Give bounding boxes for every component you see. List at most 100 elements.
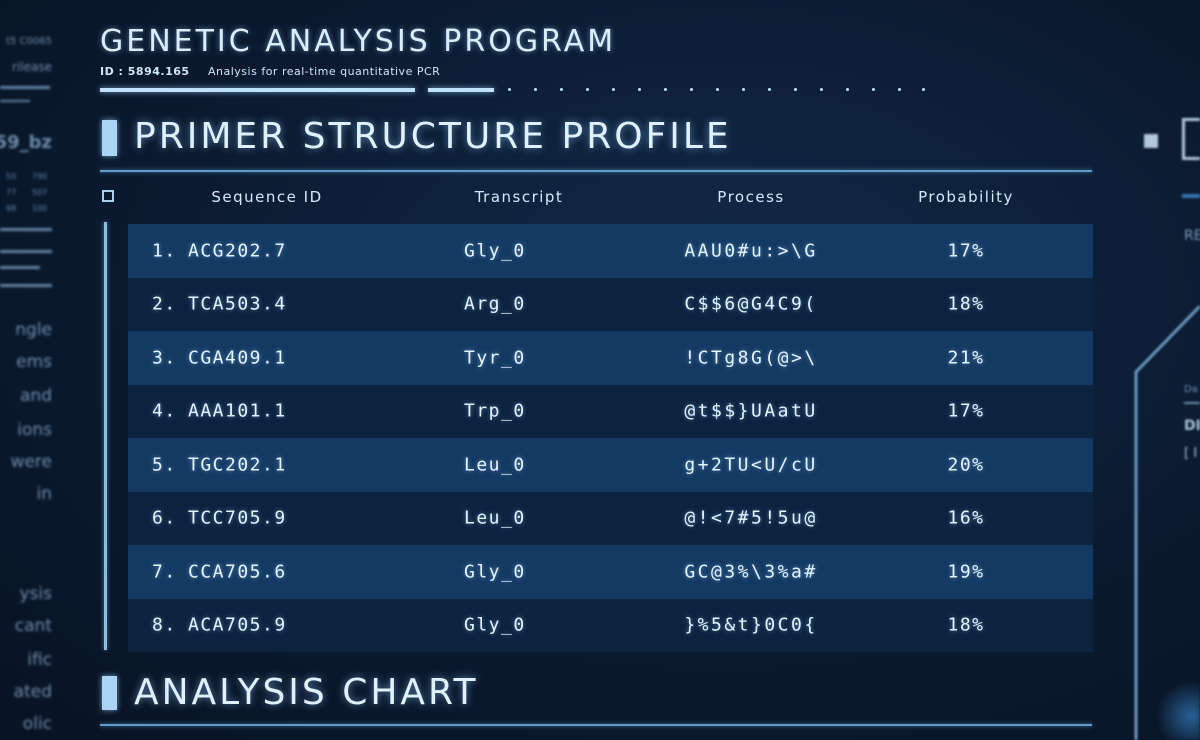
sequence-id-cell: AAA101.1 — [188, 400, 287, 422]
transcript-cell: Gly_0 — [464, 240, 526, 262]
table-row[interactable]: 2. TCA503.4 Arg_0 C$$6@G4C9( 18% — [128, 277, 1093, 331]
transcript-cell: Arg_0 — [464, 293, 526, 315]
app-title: GENETIC ANALYSIS PROGRAM — [100, 24, 617, 59]
sequence-id-cell: TCA503.4 — [188, 293, 287, 315]
left-panel-text: t5 C0065 — [6, 36, 52, 47]
table-row[interactable]: 1. ACG202.7 Gly_0 AAU0#u:>\G 17% — [128, 224, 1093, 278]
process-cell: @t$$}UAatU — [684, 400, 818, 422]
process-cell: GC@3%\3%a# — [684, 561, 818, 583]
column-header-process[interactable]: Process — [717, 188, 785, 206]
section-divider — [100, 170, 1092, 172]
transcript-cell: Tyr_0 — [464, 347, 526, 369]
sequence-id-cell: TGC202.1 — [188, 454, 287, 476]
sequence-id-cell: ACG202.7 — [188, 240, 287, 262]
left-panel-text: were — [10, 452, 52, 472]
table-side-line — [104, 222, 107, 650]
left-panel-text: ions — [17, 420, 52, 440]
left-panel-text: ngle — [15, 320, 52, 340]
column-header-probability[interactable]: Probability — [918, 188, 1014, 206]
right-panel-bar — [1182, 194, 1200, 198]
process-cell: g+2TU<U/cU — [684, 454, 818, 476]
table-row[interactable]: 5. TGC202.1 Leu_0 g+2TU<U/cU 20% — [128, 438, 1093, 492]
left-panel-text: in — [36, 484, 53, 504]
process-cell: }%5&t}0C0{ — [684, 614, 818, 636]
column-header-transcript[interactable]: Transcript — [474, 188, 564, 206]
transcript-cell: Leu_0 — [464, 454, 526, 476]
row-index: 2. — [152, 293, 177, 315]
section-title-analysis-chart: ANALYSIS CHART — [134, 672, 479, 713]
section-marker — [102, 676, 117, 710]
probability-cell: 16% — [947, 507, 985, 529]
row-index: 7. — [152, 561, 177, 583]
column-header-sequence-id[interactable]: Sequence ID — [211, 188, 323, 206]
sequence-id-cell: CGA409.1 — [188, 347, 287, 369]
left-panel-bar — [0, 86, 50, 89]
sequence-id-cell: ACA705.9 — [188, 614, 287, 636]
sequence-id-cell: CCA705.6 — [188, 561, 287, 583]
right-panel-glow — [1156, 680, 1200, 740]
app-subtitle: Analysis for real-time quantitative PCR — [208, 65, 441, 78]
probability-cell: 17% — [947, 400, 985, 422]
probability-cell: 18% — [947, 293, 985, 315]
right-panel-text: Da — [1184, 384, 1198, 395]
transcript-cell: Gly_0 — [464, 614, 526, 636]
process-cell: !CTg8G(@>\ — [684, 347, 818, 369]
row-index: 8. — [152, 614, 177, 636]
left-panel-bar — [0, 284, 52, 287]
sequence-id-cell: TCC705.9 — [188, 507, 287, 529]
section-title-primer: PRIMER STRUCTURE PROFILE — [134, 116, 732, 157]
left-panel-text: ysis — [19, 584, 53, 604]
left-panel-number: 50 — [6, 172, 17, 181]
app-id: ID : 5894.165 — [100, 65, 190, 78]
transcript-cell: Leu_0 — [464, 507, 526, 529]
section-marker — [102, 120, 117, 156]
row-index: 5. — [152, 454, 177, 476]
left-panel-text: ific — [27, 650, 52, 670]
probability-cell: 17% — [947, 240, 985, 262]
table-row[interactable]: 8. ACA705.9 Gly_0 }%5&t}0C0{ 18% — [128, 598, 1093, 652]
section-divider — [100, 724, 1092, 726]
probability-cell: 21% — [947, 347, 985, 369]
right-panel-bracket-icon — [1182, 118, 1200, 160]
row-index: 1. — [152, 240, 177, 262]
right-panel-square-icon — [1144, 134, 1158, 148]
left-panel-bar — [0, 100, 30, 102]
process-cell: C$$6@G4C9( — [684, 293, 818, 315]
row-index: 3. — [152, 347, 177, 369]
left-panel-text: rilease — [12, 60, 52, 74]
right-side-panel: RE Da DI [ I — [1120, 0, 1200, 740]
primer-table: 1. ACG202.7 Gly_0 AAU0#u:>\G 17% 2. TCA5… — [128, 224, 1093, 652]
left-panel-text: olic — [22, 714, 52, 734]
table-row[interactable]: 3. CGA409.1 Tyr_0 !CTg8G(@>\ 21% — [128, 331, 1093, 385]
header-line — [100, 88, 415, 92]
right-panel-text: [ I — [1184, 446, 1198, 461]
right-panel-bar — [1184, 402, 1200, 404]
left-panel-text: ems — [16, 352, 52, 372]
left-side-panel: t5 C0065 rilease 59_bz 50 790 77 507 98 … — [0, 0, 62, 740]
row-index: 4. — [152, 400, 177, 422]
right-panel-text: DI — [1184, 418, 1200, 434]
left-panel-text: and — [20, 386, 52, 406]
process-cell: @!<7#5!5u@ — [684, 507, 818, 529]
row-index: 6. — [152, 507, 177, 529]
left-panel-bar — [0, 266, 40, 269]
header-line — [428, 88, 494, 92]
transcript-cell: Gly_0 — [464, 561, 526, 583]
left-panel-number: 507 — [32, 188, 48, 197]
left-panel-text: ated — [13, 682, 52, 702]
table-row[interactable]: 4. AAA101.1 Trp_0 @t$$}UAatU 17% — [128, 384, 1093, 438]
process-cell: AAU0#u:>\G — [684, 240, 818, 262]
right-panel-text: RE — [1184, 228, 1200, 244]
left-panel-text: cant — [14, 616, 52, 636]
left-panel-number: 98 — [6, 204, 17, 213]
left-panel-text: 59_bz — [0, 132, 52, 153]
table-row[interactable]: 6. TCC705.9 Leu_0 @!<7#5!5u@ 16% — [128, 491, 1093, 545]
left-panel-number: 100 — [32, 204, 48, 213]
select-all-checkbox[interactable] — [102, 190, 114, 202]
left-panel-number: 77 — [6, 188, 17, 197]
probability-cell: 18% — [947, 614, 985, 636]
probability-cell: 20% — [947, 454, 985, 476]
transcript-cell: Trp_0 — [464, 400, 526, 422]
table-row[interactable]: 7. CCA705.6 Gly_0 GC@3%\3%a# 19% — [128, 545, 1093, 599]
